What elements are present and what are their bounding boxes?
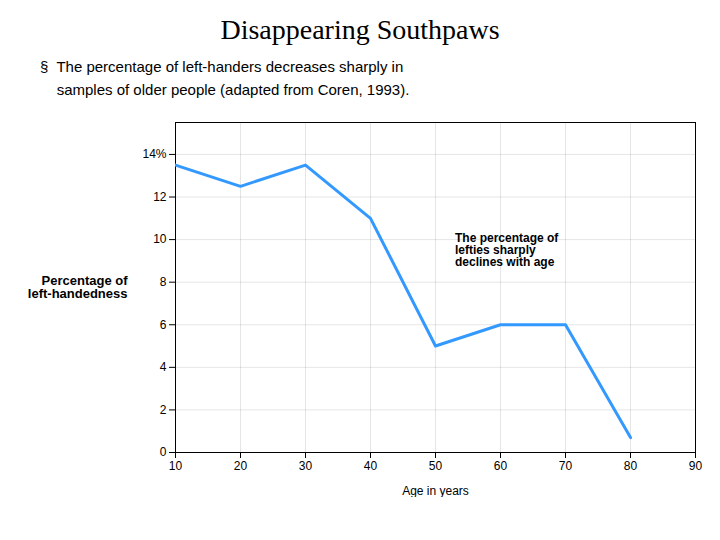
svg-text:50: 50 — [429, 459, 443, 473]
svg-text:90: 90 — [689, 459, 703, 473]
svg-text:70: 70 — [559, 459, 573, 473]
svg-text:30: 30 — [299, 459, 313, 473]
html-text:§ The percentage of left-hande: § The percentage of left-handers decreas… — [40, 58, 410, 98]
svg-text:2: 2 — [160, 403, 167, 417]
svg-text:40: 40 — [364, 459, 378, 473]
svg-text:14%: 14% — [142, 147, 166, 161]
html-text:Disappearing Southpaws: Disappearing Southpaws — [220, 14, 500, 45]
svg-text:10: 10 — [169, 459, 183, 473]
svg-text:4: 4 — [160, 360, 167, 374]
svg-text:80: 80 — [624, 459, 638, 473]
svg-text:8: 8 — [160, 275, 167, 289]
svg-text:6: 6 — [160, 318, 167, 332]
svg-text:Percentage ofleft-handedness: Percentage ofleft-handedness — [28, 273, 128, 301]
svg-text:60: 60 — [494, 459, 508, 473]
svg-text:10: 10 — [153, 232, 167, 246]
svg-text:The percentage oflefties sharp: The percentage oflefties sharplydeclines… — [455, 231, 559, 269]
svg-text:Age in years: Age in years — [402, 484, 469, 498]
svg-text:12: 12 — [153, 190, 167, 204]
svg-text:0: 0 — [160, 445, 167, 459]
svg-text:20: 20 — [234, 459, 248, 473]
